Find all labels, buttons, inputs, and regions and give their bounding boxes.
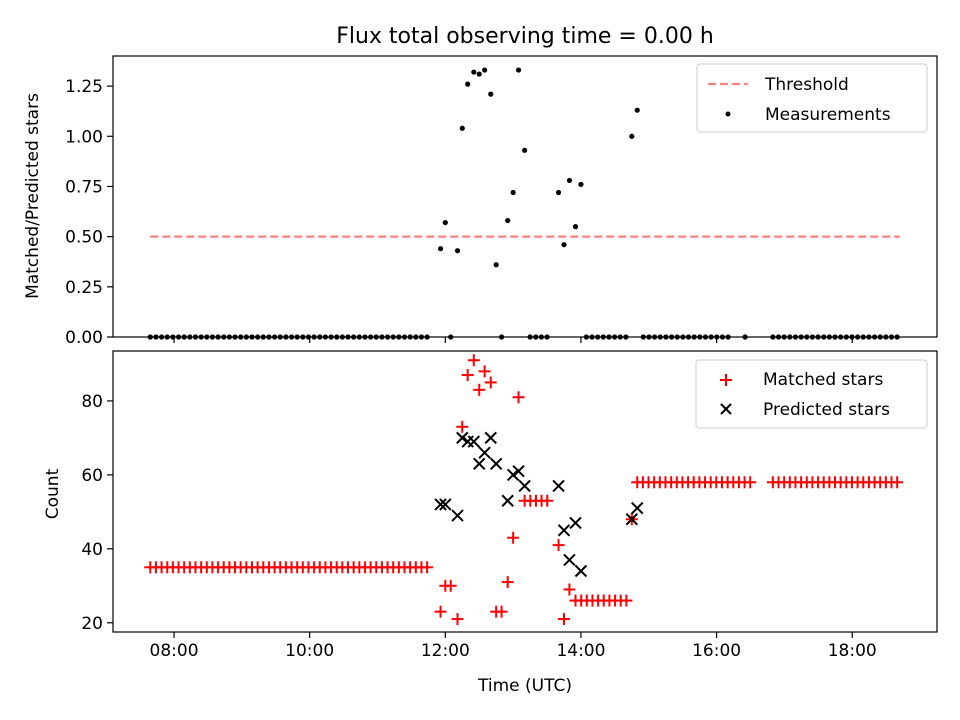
measurement-point [555, 189, 562, 196]
matched-star-point [557, 613, 570, 626]
top-y-tick-label: 1.00 [65, 127, 103, 147]
matched-star-point [501, 576, 514, 589]
matched-star-point [478, 365, 491, 378]
top-legend: Threshold Measurements [696, 63, 928, 133]
chart-title: Flux total observing time = 0.00 h [336, 24, 714, 49]
legend-measurements-label: Measurements [765, 105, 891, 125]
bottom-legend: Matched stars Predicted stars [695, 359, 928, 429]
bottom-x-tick-label: 18:00 [828, 641, 877, 661]
matched-star-point [484, 376, 497, 389]
predicted-star-point [434, 498, 447, 511]
top-y-axis-label: Matched/Predicted stars [23, 93, 43, 299]
bottom-x-tick-label: 08:00 [150, 641, 199, 661]
top-y-tick-label: 0.25 [65, 278, 103, 298]
bottom-y-axis-label: Count [43, 468, 63, 519]
predicted-star-point [478, 446, 491, 459]
matched-star-point [495, 605, 508, 618]
legend-predicted-swatch [720, 403, 732, 415]
bottom-y-tick-label: 20 [81, 614, 103, 634]
measurement-point [476, 71, 482, 77]
top-y-tick-label: 0.75 [65, 177, 103, 197]
bottom-x-tick-label: 12:00 [421, 641, 470, 661]
predicted-star-point [456, 431, 469, 445]
measurement-point [471, 69, 477, 75]
measurement-point [505, 217, 511, 224]
bottom-x-tick-label: 14:00 [556, 641, 605, 661]
matched-star-point [620, 594, 633, 607]
matched-star-point [541, 494, 554, 507]
measurement-point [465, 81, 471, 87]
measurement-point [488, 91, 494, 97]
matched-star-point [434, 605, 447, 618]
measurement-point [437, 246, 444, 252]
bottom-y-tick-label: 40 [81, 540, 103, 560]
predicted-star-point [512, 464, 525, 478]
bottom-y-tick-label: 80 [81, 392, 103, 412]
matched-star-point [461, 369, 474, 382]
matched-star-point [451, 613, 464, 626]
bottom-y-tick-label: 60 [81, 466, 103, 486]
legend-threshold-label: Threshold [764, 75, 849, 95]
legend-measurements-swatch [725, 111, 731, 117]
predicted-star-point [501, 494, 514, 507]
measurement-point [515, 67, 522, 73]
legend-matched-swatch [720, 374, 732, 386]
matched-star-point [744, 476, 757, 489]
predicted-star-point [574, 564, 588, 578]
matched-star-point [512, 391, 525, 404]
matched-star-point [507, 531, 520, 544]
measurement-point [566, 177, 573, 184]
predicted-star-point [563, 553, 576, 567]
matched-star-point [891, 476, 904, 489]
predicted-star-point [473, 457, 486, 470]
bottom-x-tick-label: 16:00 [692, 641, 741, 661]
predicted-star-point [484, 431, 497, 445]
measurement-point [482, 67, 488, 73]
predicted-star-point [518, 479, 531, 493]
top-y-tick-label: 1.25 [65, 77, 103, 97]
predicted-star-point [439, 498, 452, 511]
matched-star-point [467, 354, 480, 367]
matched-star-point [444, 579, 457, 592]
predicted-star-point [631, 501, 644, 515]
top-panel: 0.00 0.25 0.50 0.75 1.00 1.25 Matched/Predict… [23, 55, 938, 348]
measurement-point [459, 125, 465, 131]
top-y-tick-label: 0.50 [65, 228, 103, 248]
matched-star-point [473, 383, 486, 396]
matched-star-point [563, 583, 576, 596]
bottom-plot-frame [112, 350, 938, 633]
measurement-point [572, 224, 579, 230]
measurement-point [634, 107, 640, 113]
predicted-star-point [489, 457, 503, 470]
top-plot-frame [112, 55, 938, 338]
measurement-point [522, 147, 528, 153]
predicted-star-point [552, 479, 565, 493]
predicted-star-point [451, 509, 464, 522]
legend-predicted-label: Predicted stars [763, 400, 890, 420]
legend-matched-label: Matched stars [763, 370, 883, 390]
matched-star-point [552, 539, 565, 552]
predicted-star-point [506, 468, 520, 482]
predicted-star-point [467, 435, 481, 448]
predicted-star-point [625, 513, 639, 526]
measurement-point [454, 248, 461, 254]
matched-star-point [421, 561, 434, 574]
measurement-point [578, 181, 584, 188]
predicted-star-point [569, 516, 582, 530]
top-y-tick-label: 0.00 [65, 328, 103, 348]
measurement-point [510, 189, 516, 196]
matched-star-point [456, 420, 469, 433]
predicted-star-point [557, 524, 571, 537]
measurement-point [629, 133, 635, 139]
x-axis-label: Time (UTC) [477, 676, 572, 696]
measurement-point [493, 262, 499, 268]
bottom-x-tick-label: 10:00 [285, 641, 334, 661]
measurement-point [442, 219, 448, 226]
measurement-point [561, 242, 567, 248]
